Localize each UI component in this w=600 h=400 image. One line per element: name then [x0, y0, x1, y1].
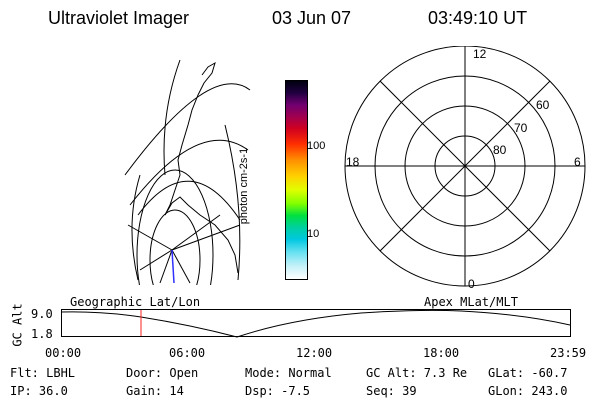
lat-label-60: 60: [536, 98, 550, 112]
timeline-plot: [61, 309, 571, 338]
info-glat: GLat: -60.7: [488, 366, 568, 380]
timeline-x-1200: 12:00: [296, 346, 333, 360]
colorbar-tick-10: 10: [307, 228, 320, 240]
timeline-y-1-8: 1.8: [31, 327, 53, 341]
timeline-x-2359: 23:59: [550, 346, 587, 360]
date: 03 Jun 07: [272, 8, 352, 28]
info-seq: Seq: 39: [366, 384, 417, 398]
info-gcalt: GC Alt: 7.3 Re: [366, 366, 468, 380]
geographic-map: [124, 59, 251, 285]
info-flt: Flt: LBHL: [10, 366, 76, 380]
mlt-label-0: 0: [468, 277, 475, 291]
info-glon: GLon: 243.0: [488, 384, 568, 398]
timeline-x-0600: 06:00: [169, 346, 206, 360]
timeline-left-label: Geographic Lat/Lon: [70, 295, 201, 309]
timeline-y-9: 9.0: [31, 307, 53, 321]
color-bar: [285, 80, 308, 280]
info-mode: Mode: Normal: [245, 366, 332, 380]
polar-plot: 12 18 6 0 60 70 80: [344, 46, 586, 291]
lat-label-70: 70: [514, 121, 528, 135]
title: Ultraviolet Imager: [48, 8, 190, 28]
info-gain: Gain: 14: [126, 384, 184, 398]
mlt-label-18: 18: [346, 155, 360, 169]
info-door: Door: Open: [126, 366, 199, 380]
info-ip: IP: 36.0: [10, 384, 68, 398]
mlt-label-12: 12: [473, 47, 487, 61]
colorbar-tick-100: 100: [307, 140, 326, 152]
info-dsp: Dsp: -7.5: [245, 384, 311, 398]
time: 03:49:10 UT: [428, 8, 528, 28]
lat-label-80: 80: [493, 143, 507, 157]
timeline-axis-title: GC Alt: [10, 303, 25, 347]
timeline-x-0000: 00:00: [45, 346, 82, 360]
timeline-x-1800: 18:00: [423, 346, 460, 360]
colorbar-label: photon cm-2s-1: [238, 147, 251, 225]
timeline-right-label: Apex MLat/MLT: [424, 295, 518, 309]
mlt-label-6: 6: [574, 155, 581, 169]
